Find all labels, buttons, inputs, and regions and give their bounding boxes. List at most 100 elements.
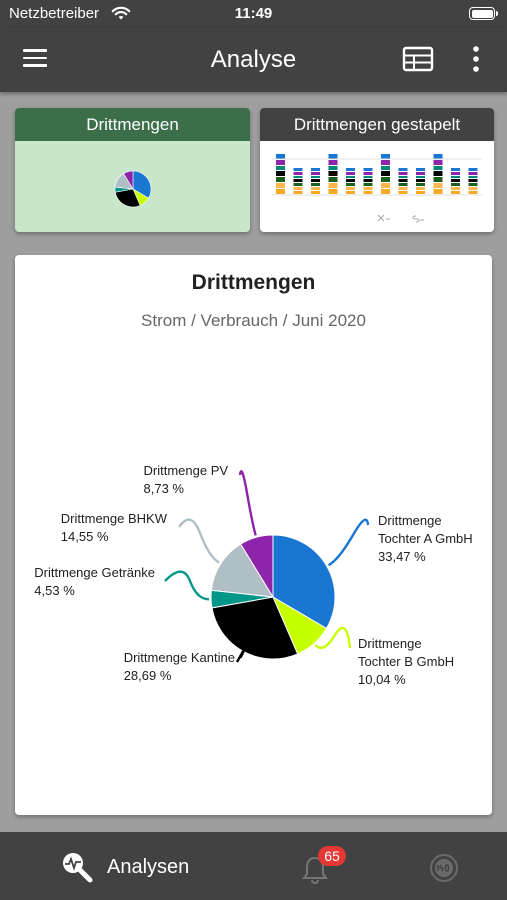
battery-icon — [469, 7, 498, 20]
pie-leader-line — [327, 518, 370, 567]
thumb-bar-segment — [328, 189, 338, 194]
thumb-bar-segment — [416, 168, 425, 171]
thumb-bar-segment — [363, 168, 373, 171]
thumb-bar-segment — [293, 172, 303, 175]
thumb-bar-segment — [346, 168, 355, 171]
thumb-bar-segment — [433, 177, 443, 182]
thumb-bar-segment — [311, 187, 320, 190]
thumb-bar-segment — [311, 183, 320, 186]
thumb-bar-segment — [346, 191, 355, 194]
pie-slice — [272, 534, 336, 630]
thumb-bar-segment — [328, 177, 338, 182]
pie-slice-label: Tochter A GmbH — [378, 531, 473, 546]
more-vertical-icon[interactable] — [467, 44, 485, 74]
wifi-icon — [111, 6, 131, 20]
thumb-bar-segment — [451, 183, 460, 186]
thumb-bar-segment — [398, 187, 408, 190]
thumb-bar-segment — [398, 191, 408, 194]
thumb-bar-segment — [398, 168, 408, 171]
page-title: Analyse — [210, 46, 297, 73]
chart-card-label: Drittmengen gestapelt — [260, 108, 494, 141]
pie-leader-line — [235, 637, 252, 663]
pie-leader-line — [238, 470, 257, 536]
thumb-bar-segment — [433, 171, 443, 176]
bottom-navigation: Analysen 65 — [0, 832, 507, 900]
carrier-name: Netzbetreiber — [9, 5, 100, 22]
tab-alarms[interactable]: 65 — [298, 846, 348, 886]
thumb-bar-segment — [363, 172, 373, 175]
thumb-bar-segment — [276, 166, 285, 170]
thumb-bar-segment — [293, 191, 303, 194]
thumb-bar-segment — [293, 176, 303, 178]
thumb-bar-segment — [433, 160, 443, 165]
chart-card-drittmengen[interactable]: Drittmengen — [15, 108, 250, 232]
thumb-bar-segment — [328, 171, 338, 176]
thumb-bar-segment — [381, 183, 390, 188]
hamburger-icon[interactable] — [23, 49, 47, 69]
thumb-bar-segment — [311, 176, 320, 178]
iso-icon[interactable] — [428, 852, 460, 884]
thumb-bar-segment — [363, 179, 373, 182]
app-bar: Analyse — [0, 28, 507, 92]
thumb-bar-segment — [451, 191, 460, 194]
thumb-bar-segment — [451, 172, 460, 175]
thumb-bar-segment — [451, 187, 460, 190]
thumb-bar-segment — [416, 187, 425, 190]
thumb-bar-segment — [363, 176, 373, 178]
thumb-bar-segment — [416, 191, 425, 194]
thumb-bar-segment — [328, 154, 338, 159]
pie-value-label: 33,47 % — [378, 549, 426, 564]
thumb-bar-segment — [346, 179, 355, 182]
thumb-bar-segment — [451, 168, 460, 171]
status-bar: Netzbetreiber 11:49 — [0, 0, 507, 28]
pie-slice-label: Drittmenge PV — [144, 463, 229, 478]
pie-slice-label: Drittmenge — [358, 636, 422, 651]
thumb-bar-segment — [276, 160, 285, 165]
thumb-bar-segment — [346, 176, 355, 178]
thumb-bar-segment — [346, 172, 355, 175]
analysis-search-icon — [63, 853, 93, 883]
chart-card-label: Drittmengen — [15, 108, 250, 141]
thumb-bar-segment — [363, 187, 373, 190]
thumb-bar-segment — [433, 189, 443, 194]
thumb-bar-segment — [276, 183, 285, 188]
pie-value-label: 14,55 % — [61, 529, 109, 544]
thumb-bar-segment — [363, 191, 373, 194]
pie-chart: Drittmenge Tochter A GmbH 33,47 % Drittmeng… — [34, 463, 473, 687]
thumb-bar-segment — [276, 177, 285, 182]
thumb-bar-segment — [468, 172, 478, 175]
tab-analysen-label: Analysen — [107, 856, 190, 878]
chart-subtitle: Strom / Verbrauch / Juni 2020 — [141, 311, 366, 330]
thumb-bar-segment — [346, 183, 355, 186]
thumb-bar-segment — [328, 166, 338, 170]
thumb-bar-segment — [293, 187, 303, 190]
thumb-bar-segment — [451, 179, 460, 182]
pie-leader-line — [164, 570, 210, 601]
thumb-bar-segment — [293, 168, 303, 171]
thumb-bar-segment — [398, 179, 408, 182]
chart-title: Drittmengen — [191, 271, 316, 294]
thumb-bar-segment — [276, 189, 285, 194]
pie-chart-thumbnail — [114, 170, 152, 208]
thumb-bar-segment — [381, 189, 390, 194]
thumb-bar-segment — [468, 183, 478, 186]
thumb-bar-segment — [398, 172, 408, 175]
pie-slice-label: Drittmenge Kantine — [124, 650, 235, 665]
thumb-bar-segment — [311, 172, 320, 175]
thumb-bar-segment — [398, 176, 408, 178]
thumb-bar-segment — [468, 176, 478, 178]
thumb-bar-segment — [416, 179, 425, 182]
thumb-bar-segment — [416, 172, 425, 175]
pie-slice-label: Drittmenge Getränke — [34, 565, 155, 580]
thumb-bar-segment — [311, 168, 320, 171]
table-icon[interactable] — [402, 46, 434, 72]
pie-slice-label: Drittmenge BHKW — [61, 511, 168, 526]
clock: 11:49 — [234, 5, 273, 22]
pie-value-label: 8,73 % — [144, 481, 185, 496]
pie-slice — [210, 543, 274, 598]
thumb-bar-segment — [381, 166, 390, 170]
thumb-bar-segment — [293, 179, 303, 182]
thumb-bar-segment — [276, 171, 285, 176]
alarm-count-badge: 65 — [318, 846, 346, 866]
chart-card-drittmengen-gestapelt[interactable]: Drittmengen gestapelt — [260, 108, 494, 232]
